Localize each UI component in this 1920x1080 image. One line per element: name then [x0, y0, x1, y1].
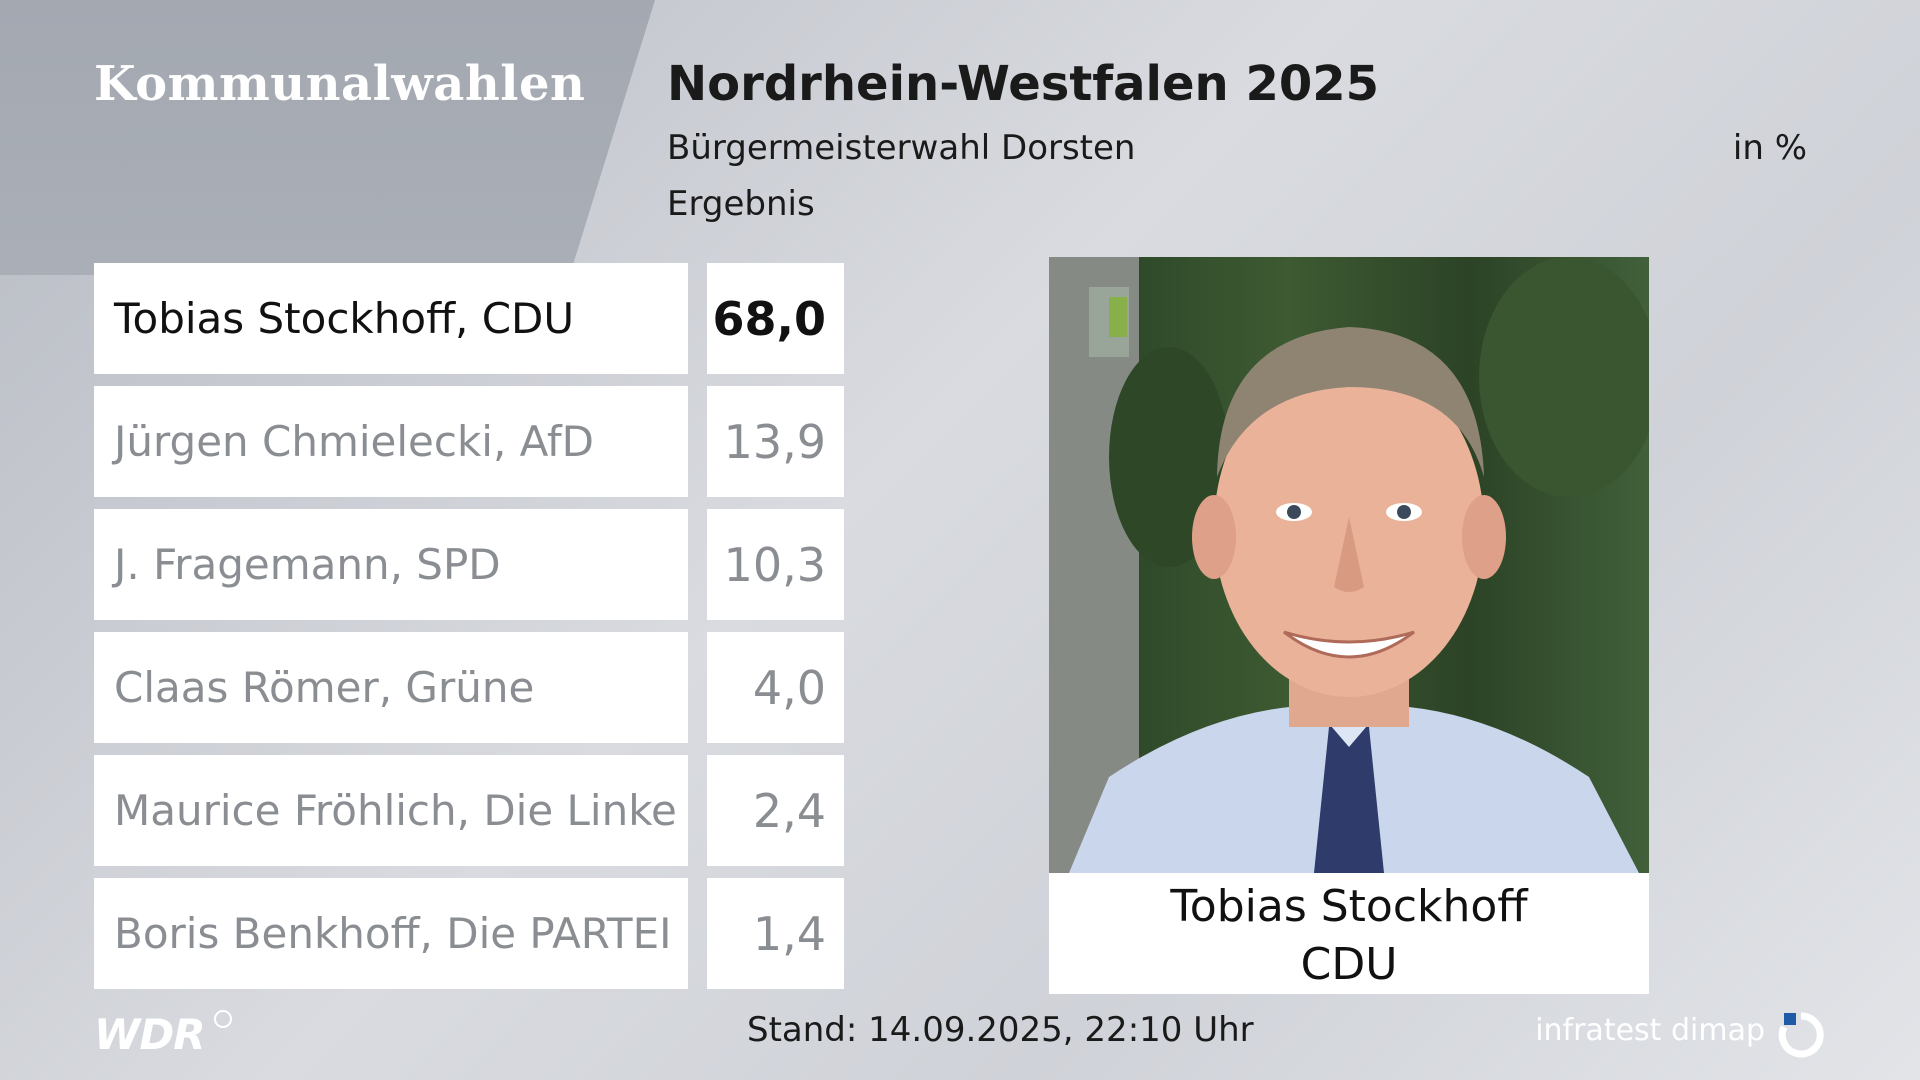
result-label: Ergebnis: [667, 184, 815, 224]
candidate-name: J. Fragemann, SPD: [94, 509, 688, 620]
ard-mark-icon: [214, 1010, 232, 1028]
winner-party: CDU: [1300, 939, 1398, 990]
candidate-name: Tobias Stockhoff, CDU: [94, 263, 688, 374]
candidate-name: Boris Benkhoff, Die PARTEI: [94, 878, 688, 989]
infratest-logo-icon: [1778, 1012, 1824, 1058]
candidate-value: 68,0: [707, 263, 844, 374]
wdr-logo: WDR: [94, 1010, 206, 1059]
candidate-value: 4,0: [707, 632, 844, 743]
candidate-value: 13,9: [707, 386, 844, 497]
winner-photo: [1049, 257, 1649, 873]
portrait-illustration: [1049, 257, 1649, 873]
page-title: Nordrhein-Westfalen 2025: [667, 56, 1380, 112]
page-subtitle: Bürgermeisterwahl Dorsten: [667, 128, 1136, 168]
header-panel: [0, 0, 655, 275]
unit-label: in %: [1732, 128, 1807, 168]
brand-title: Kommunalwahlen: [94, 56, 586, 112]
winner-card: Tobias Stockhoff CDU: [1049, 257, 1649, 994]
candidate-name: Claas Römer, Grüne: [94, 632, 688, 743]
pollster-logo: infratest dimap: [1535, 1013, 1765, 1048]
candidate-value: 1,4: [707, 878, 844, 989]
candidate-value: 2,4: [707, 755, 844, 866]
candidate-value: 10,3: [707, 509, 844, 620]
candidate-name: Jürgen Chmielecki, AfD: [94, 386, 688, 497]
candidate-name: Maurice Fröhlich, Die Linke: [94, 755, 688, 866]
winner-caption: Tobias Stockhoff CDU: [1049, 873, 1649, 994]
winner-name: Tobias Stockhoff: [1170, 881, 1528, 932]
timestamp: Stand: 14.09.2025, 22:10 Uhr: [747, 1010, 1254, 1050]
